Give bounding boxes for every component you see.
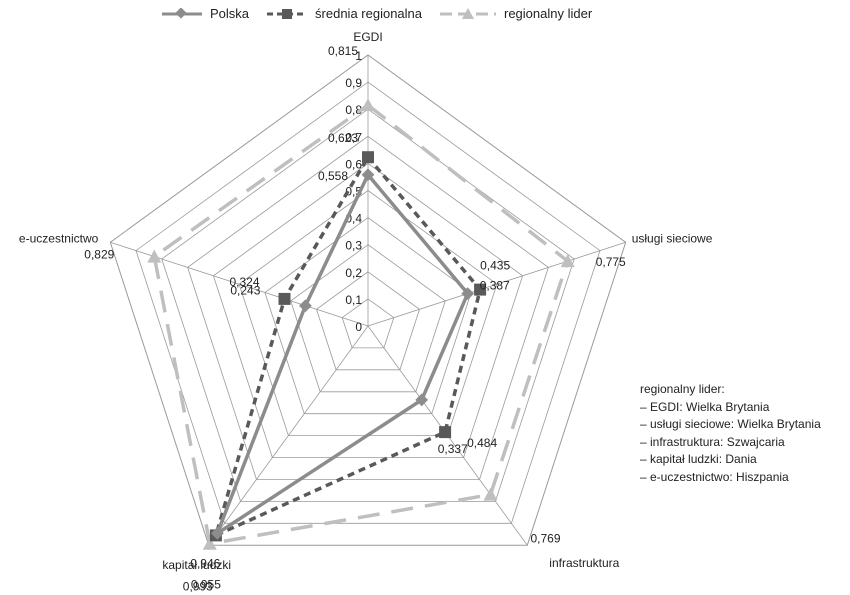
data-label: 0,623 [328,131,358,145]
data-label: 0,435 [480,259,510,273]
axis-label: usługi sieciowe [632,231,713,245]
radial-tick-label: 0,6 [345,157,362,171]
legend-label-srednia: średnia regionalna [315,6,422,21]
data-point [299,299,312,313]
legend-swatch-polska [162,7,202,19]
leader-note-uslugi: – usługi sieciowe: Wielka Brytania [640,417,821,431]
axis-label: infrastruktura [549,556,619,570]
data-point [147,249,162,263]
grid-ring [341,298,395,349]
radial-tick-label: 1 [355,49,362,63]
grid-spoke [367,241,626,327]
grid-ring [161,108,575,502]
data-point [439,426,452,439]
data-label: 0,955 [191,577,221,591]
legend-item-srednia: średnia regionalna [265,6,422,21]
legend-item-polska: Polska [160,6,249,21]
data-point [560,254,575,268]
data-label: 0,946 [190,556,220,570]
radial-tick-label: 0,2 [345,266,362,280]
data-label: 0,337 [438,442,468,456]
leader-note-infrastruktura: – infrastruktura: Szwajcaria [640,434,785,449]
data-point [483,487,498,501]
data-label: 0,775 [596,255,626,269]
axis-label: kapitał ludzki [162,558,231,572]
radial-tick-label: 0,1 [345,293,362,307]
axis-label: e-uczestnictwo [19,231,99,245]
leader-notes: regionalny lider: – EGDI: Wielka Brytani… [640,381,821,486]
radial-tick-label: 0,3 [345,239,362,253]
data-label: 0,387 [480,279,510,293]
legend: Polska średnia regionalna regionalny lid… [160,6,608,21]
legend-label-lider: regionalny lider [504,6,593,21]
radial-tick-label: 0,8 [345,103,362,117]
radial-tick-label: 0,7 [345,130,362,144]
radial-tick-label: 0,9 [345,76,362,90]
leader-notes-title: regionalny lider: [640,382,725,396]
grid-ring [187,135,549,480]
data-point [361,98,375,112]
data-label: 0,993 [183,580,213,594]
data-label: 0,484 [467,436,497,450]
data-label: 0,815 [328,44,358,58]
data-point [461,287,475,300]
grid-ring [264,217,472,415]
grid-ring [135,81,601,524]
grid-spoke [208,325,369,546]
data-point [361,168,375,182]
data-label: 0,324 [229,275,259,289]
leader-note-e-uczestnictwo: – e-uczestnictwo: Hiszpania [640,469,789,484]
data-label: 0,829 [84,248,114,262]
legend-swatch-srednia [267,8,308,19]
data-point [415,393,429,407]
data-point [278,292,291,305]
series-line [215,173,470,536]
grid-ring [212,162,524,458]
grid-ring [109,54,627,546]
data-point [474,283,487,296]
series-line [152,103,570,546]
axis-label: EGDI [353,30,382,44]
grid-ring [290,244,446,393]
legend-item-lider: regionalny lider [438,6,592,21]
series-line [214,155,482,538]
data-point [362,151,374,164]
radial-tick-label: 0 [355,320,362,334]
legend-swatch-lider [440,7,496,19]
grid-ring [316,271,420,371]
leader-note-egdi: – EGDI: Wielka Brytania [640,399,770,414]
legend-label-polska: Polska [210,6,250,21]
data-label: 0,769 [531,532,561,546]
data-label: 0,558 [318,169,348,183]
data-label: 0,243 [230,284,260,298]
data-point [202,536,217,550]
leader-note-kapital: – kapitał ludzki: Dania [640,452,757,466]
